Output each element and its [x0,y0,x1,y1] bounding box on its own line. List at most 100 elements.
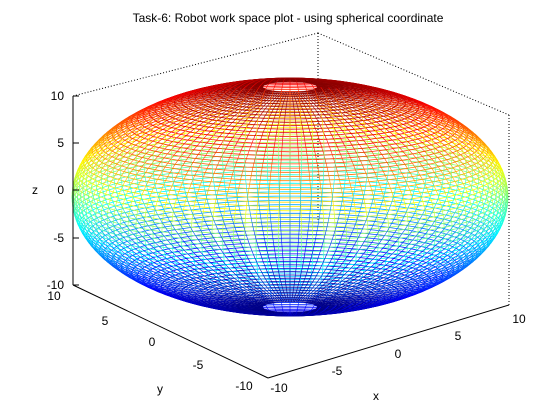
surface-meridian-segment [271,118,275,126]
surface-meridian-segment [243,262,249,270]
surface-meridian-segment [340,187,344,197]
surface-meridian-segment [124,133,135,141]
surface-meridian-segment [269,261,273,269]
surface-meridian-segment [414,139,418,147]
surface-meridian-segment [286,96,289,102]
surface-meridian-segment [465,163,467,172]
surface-meridian-segment [86,212,88,221]
surface-meridian-segment [268,78,272,80]
surface-meridian-segment [480,181,485,191]
surface-meridian-segment [477,162,485,171]
surface-meridian-segment [339,179,342,189]
surface-meridian-segment [268,111,270,118]
surface-meridian-segment [161,267,166,275]
surface-meridian-segment [321,187,323,197]
surface-meridian-segment [369,276,381,283]
surface-meridian-segment [193,93,201,98]
surface-meridian-segment [433,185,439,195]
surface-meridian-segment [189,297,204,302]
surface-meridian-segment [335,103,346,110]
surface-meridian-segment [445,137,449,146]
surface-meridian-segment [316,312,321,315]
surface-meridian-segment [81,212,86,221]
surface-meridian-segment [173,238,181,247]
surface-meridian-segment [480,143,486,151]
surface-meridian-segment [247,239,251,248]
surface-meridian-segment [486,231,494,240]
surface-meridian-segment [416,239,419,248]
surface-meridian-segment [108,207,114,217]
surface-meridian-segment [230,170,234,179]
surface-meridian-segment [190,91,205,95]
surface-meridian-segment [416,143,426,152]
surface-meridian-segment [203,104,208,110]
surface-meridian-segment [129,263,141,271]
surface-meridian-segment [119,244,129,253]
surface-meridian-segment [223,204,226,214]
surface-meridian-segment [120,207,123,216]
surface-meridian-segment [425,255,436,263]
surface-meridian-segment [215,90,221,96]
surface-meridian-segment [81,232,88,241]
surface-meridian-segment [352,307,361,311]
surface-meridian-segment [424,215,431,225]
surface-meridian-segment [403,293,414,299]
surface-meridian-segment [478,210,480,219]
surface-meridian-segment [103,209,109,219]
surface-meridian-segment [76,197,78,206]
surface-meridian-segment [324,289,334,295]
surface-meridian-segment [316,304,333,307]
surface-meridian-segment [372,251,380,260]
surface-meridian-segment [385,97,393,103]
surface-meridian-segment [188,295,203,300]
surface-meridian-segment [231,102,242,109]
surface-meridian-segment [304,305,307,310]
surface-meridian-segment [494,229,499,238]
surface-meridian-segment [356,140,358,149]
surface-meridian-segment [223,126,226,134]
surface-meridian-segment [174,247,183,256]
surface-meridian-segment [353,289,367,295]
surface-meridian-segment [154,242,164,251]
surface-meridian-segment [348,178,352,188]
surface-meridian-segment [297,302,299,307]
surface-meridian-segment [360,160,365,170]
surface-meridian-segment [484,150,490,159]
surface-meridian-segment [401,173,407,183]
surface-meridian-segment [345,279,355,286]
surface-meridian-segment [325,92,339,97]
surface-meridian-segment [341,84,356,87]
surface-meridian-segment [258,82,270,84]
surface-meridian-segment [310,111,312,118]
surface-meridian-segment [361,274,372,282]
surface-meridian-segment [172,111,185,118]
surface-meridian-segment [218,92,234,96]
surface-meridian-segment [376,159,382,168]
surface-meridian-segment [416,277,430,283]
surface-meridian-segment [256,288,264,295]
surface-meridian-segment [330,188,333,198]
surface-meridian-segment [278,79,284,82]
surface-meridian-segment [280,91,282,96]
surface-meridian-segment [319,282,326,289]
surface-meridian-segment [360,113,364,121]
surface-meridian-segment [100,210,102,219]
surface-meridian-segment [280,96,284,102]
surface-meridian-segment [187,236,195,245]
surface-meridian-segment [165,172,171,181]
surface-meridian-segment [181,136,184,145]
surface-meridian-segment [225,279,235,286]
surface-meridian-segment [445,253,456,261]
surface-meridian-segment [487,233,494,242]
surface-meridian-segment [114,135,120,144]
surface-meridian-segment [389,123,400,131]
surface-meridian-segment [451,244,461,253]
surface-meridian-segment [273,305,276,310]
surface-meridian-segment [381,167,386,176]
surface-meridian-segment [315,294,325,300]
surface-meridian-segment [348,108,359,115]
surface-meridian-segment [141,227,149,236]
surface-meridian-segment [301,78,306,81]
surface-meridian-segment [294,96,297,102]
surface-meridian-segment [215,241,221,250]
